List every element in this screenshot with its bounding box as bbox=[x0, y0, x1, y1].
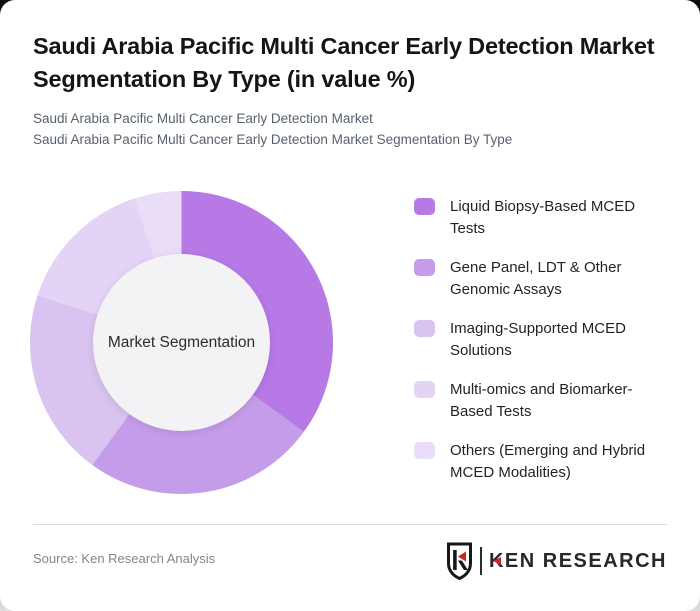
ken-research-logo: KEN RESEARCH bbox=[444, 542, 667, 580]
donut-center-label: Market Segmentation bbox=[107, 333, 256, 351]
subtitle-line-1: Saudi Arabia Pacific Multi Cancer Early … bbox=[33, 111, 373, 126]
legend-item: Gene Panel, LDT & Other Genomic Assays bbox=[414, 257, 662, 301]
k-red-triangle-icon bbox=[492, 556, 501, 565]
legend-swatch bbox=[414, 381, 435, 398]
chart-subtitle: Saudi Arabia Pacific Multi Cancer Early … bbox=[33, 108, 673, 150]
logo-divider bbox=[479, 547, 482, 575]
legend-swatch bbox=[414, 320, 435, 337]
legend-label: Multi-omics and Biomarker-Based Tests bbox=[450, 381, 633, 420]
donut-chart: Market Segmentation bbox=[30, 191, 333, 494]
legend-label: Others (Emerging and Hybrid MCED Modalit… bbox=[450, 442, 646, 481]
legend-item: Imaging-Supported MCED Solutions bbox=[414, 318, 662, 362]
legend-item: Others (Emerging and Hybrid MCED Modalit… bbox=[414, 440, 662, 484]
legend-label: Gene Panel, LDT & Other Genomic Assays bbox=[450, 259, 622, 298]
subtitle-line-2: Saudi Arabia Pacific Multi Cancer Early … bbox=[33, 132, 513, 147]
footer-divider bbox=[33, 524, 667, 525]
donut-center: Market Segmentation bbox=[93, 254, 270, 431]
source-note: Source: Ken Research Analysis bbox=[33, 551, 216, 566]
legend-item: Liquid Biopsy-Based MCED Tests bbox=[414, 196, 662, 240]
legend-item: Multi-omics and Biomarker-Based Tests bbox=[414, 379, 662, 423]
ken-research-shield-icon bbox=[446, 542, 472, 580]
legend-label: Liquid Biopsy-Based MCED Tests bbox=[450, 198, 636, 237]
legend-label: Imaging-Supported MCED Solutions bbox=[450, 320, 626, 359]
ken-research-wordmark: KEN RESEARCH bbox=[488, 549, 667, 572]
legend-swatch bbox=[414, 259, 435, 276]
chart-legend: Liquid Biopsy-Based MCED Tests Gene Pane… bbox=[414, 196, 662, 484]
legend-swatch bbox=[414, 442, 435, 459]
legend-swatch bbox=[414, 198, 435, 215]
page-title: Saudi Arabia Pacific Multi Cancer Early … bbox=[33, 33, 655, 92]
